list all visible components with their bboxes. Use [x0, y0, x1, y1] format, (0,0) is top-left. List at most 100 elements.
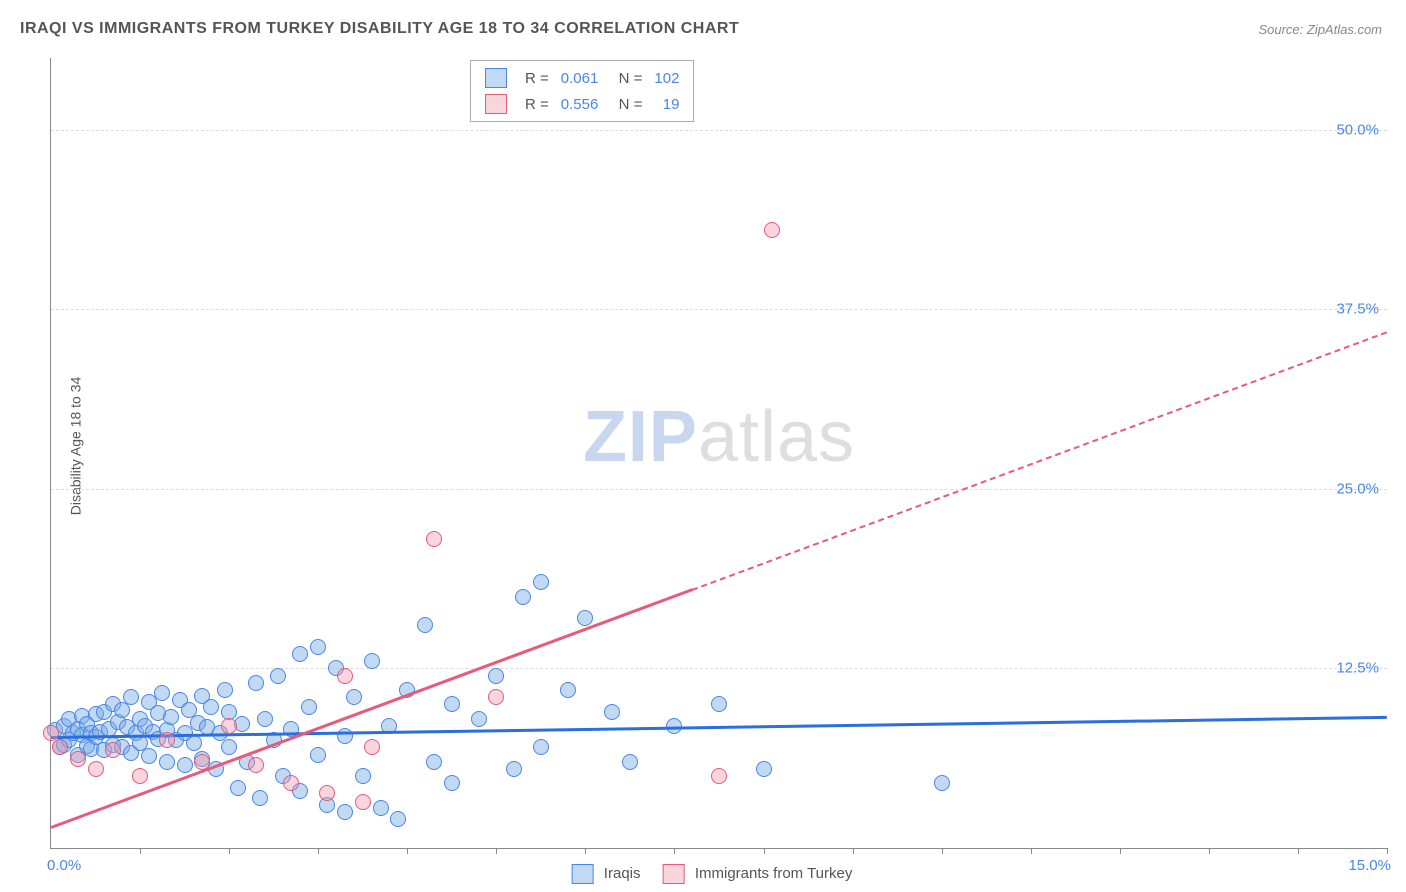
stats-legend-table: R =0.061 N =102R =0.556 N = 19	[479, 65, 685, 117]
x-tick	[1387, 848, 1388, 854]
data-point	[310, 747, 326, 763]
gridline	[51, 130, 1387, 131]
series-legend: Iraqis Immigrants from Turkey	[554, 864, 853, 884]
x-tick	[407, 848, 408, 854]
data-point	[177, 757, 193, 773]
data-point	[105, 742, 121, 758]
data-point	[292, 646, 308, 662]
data-point	[533, 739, 549, 755]
gridline	[51, 489, 1387, 490]
x-tick	[674, 848, 675, 854]
x-tick	[853, 848, 854, 854]
legend-swatch	[485, 68, 507, 88]
data-point	[270, 668, 286, 684]
data-point	[70, 751, 86, 767]
trend-line	[51, 716, 1387, 739]
n-label: N =	[604, 65, 648, 91]
x-tick	[1298, 848, 1299, 854]
data-point	[756, 761, 772, 777]
data-point	[217, 682, 233, 698]
x-max-label: 15.0%	[1348, 857, 1391, 874]
data-point	[43, 725, 59, 741]
x-tick	[1209, 848, 1210, 854]
x-tick	[140, 848, 141, 854]
data-point	[221, 739, 237, 755]
data-point	[426, 531, 442, 547]
data-point	[248, 675, 264, 691]
data-point	[515, 589, 531, 605]
data-point	[355, 794, 371, 810]
watermark-bold: ZIP	[583, 397, 698, 477]
data-point	[186, 735, 202, 751]
data-point	[577, 610, 593, 626]
stats-legend-row: R =0.556 N = 19	[479, 91, 685, 117]
x-tick	[942, 848, 943, 854]
gridline	[51, 668, 1387, 669]
data-point	[373, 800, 389, 816]
n-value: 102	[648, 65, 685, 91]
legend-label: Immigrants from Turkey	[691, 865, 853, 882]
data-point	[337, 728, 353, 744]
x-tick	[1120, 848, 1121, 854]
data-point	[488, 668, 504, 684]
data-point	[934, 775, 950, 791]
y-tick-label: 12.5%	[1336, 660, 1379, 677]
data-point	[159, 754, 175, 770]
data-point	[444, 775, 460, 791]
data-point	[248, 757, 264, 773]
data-point	[764, 222, 780, 238]
y-tick-label: 37.5%	[1336, 301, 1379, 318]
data-point	[444, 696, 460, 712]
watermark: ZIPatlas	[583, 396, 855, 478]
y-tick-label: 50.0%	[1336, 121, 1379, 138]
chart-title: IRAQI VS IMMIGRANTS FROM TURKEY DISABILI…	[20, 20, 739, 38]
data-point	[346, 689, 362, 705]
data-point	[390, 811, 406, 827]
data-point	[604, 704, 620, 720]
r-value: 0.061	[555, 65, 605, 91]
chart-container: IRAQI VS IMMIGRANTS FROM TURKEY DISABILI…	[0, 0, 1406, 892]
x-tick	[318, 848, 319, 854]
data-point	[154, 685, 170, 701]
data-point	[364, 653, 380, 669]
data-point	[426, 754, 442, 770]
data-point	[203, 699, 219, 715]
data-point	[141, 748, 157, 764]
data-point	[471, 711, 487, 727]
stats-legend-row: R =0.061 N =102	[479, 65, 685, 91]
data-point	[123, 689, 139, 705]
r-label: R =	[519, 65, 555, 91]
data-point	[310, 639, 326, 655]
x-tick	[585, 848, 586, 854]
legend-label: Iraqis	[600, 865, 645, 882]
data-point	[337, 668, 353, 684]
data-point	[159, 732, 175, 748]
source-attribution: Source: ZipAtlas.com	[1258, 22, 1382, 37]
data-point	[622, 754, 638, 770]
data-point	[257, 711, 273, 727]
x-tick	[229, 848, 230, 854]
n-label: N =	[604, 91, 648, 117]
r-label: R =	[519, 91, 555, 117]
trend-line-dashed	[692, 331, 1387, 591]
x-tick	[496, 848, 497, 854]
n-value: 19	[648, 91, 685, 117]
data-point	[711, 696, 727, 712]
legend-swatch	[485, 94, 507, 114]
x-tick	[1031, 848, 1032, 854]
data-point	[319, 785, 335, 801]
r-value: 0.556	[555, 91, 605, 117]
y-tick-label: 25.0%	[1336, 480, 1379, 497]
watermark-rest: atlas	[698, 397, 855, 477]
data-point	[337, 804, 353, 820]
x-tick	[764, 848, 765, 854]
data-point	[283, 775, 299, 791]
data-point	[163, 709, 179, 725]
data-point	[230, 780, 246, 796]
data-point	[711, 768, 727, 784]
data-point	[355, 768, 371, 784]
x-min-label: 0.0%	[47, 857, 81, 874]
plot-area: ZIPatlas 12.5%25.0%37.5%50.0%0.0%15.0%	[50, 58, 1387, 849]
data-point	[364, 739, 380, 755]
data-point	[488, 689, 504, 705]
